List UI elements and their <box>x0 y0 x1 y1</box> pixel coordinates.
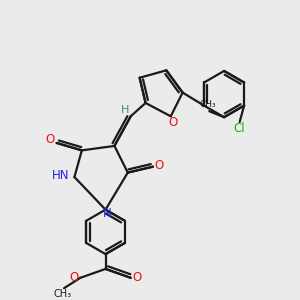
Text: O: O <box>169 116 178 129</box>
Text: O: O <box>155 159 164 172</box>
Text: N: N <box>103 207 111 220</box>
Text: O: O <box>69 271 79 284</box>
Text: Cl: Cl <box>234 122 245 135</box>
Text: O: O <box>46 134 55 146</box>
Text: CH₃: CH₃ <box>53 289 72 298</box>
Text: O: O <box>132 271 141 284</box>
Text: H: H <box>121 105 129 115</box>
Text: CH₃: CH₃ <box>200 100 216 109</box>
Text: HN: HN <box>52 169 69 182</box>
